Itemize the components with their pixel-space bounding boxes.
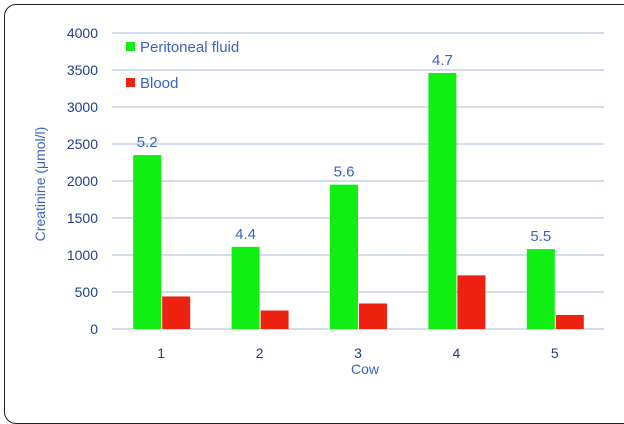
y-tick-label-2500: 2500: [67, 136, 98, 152]
ratio-label-cow-2: 4.4: [235, 226, 256, 243]
bars: [133, 72, 584, 330]
bar-peritoneal-fluid-cow-1: [133, 155, 162, 329]
y-tick-label-1000: 1000: [67, 247, 98, 263]
y-tick-label-1500: 1500: [67, 210, 98, 226]
legend-label-peritoneal-fluid: Peritoneal fluid: [140, 39, 239, 56]
ratio-label-cow-3: 5.6: [334, 164, 355, 181]
bar-blood-cow-3: [359, 303, 387, 329]
ratio-label-cow-4: 4.7: [432, 52, 453, 69]
y-tick-label-500: 500: [75, 284, 99, 300]
bar-annotations: 5.2 4.4 5.6 4.7 5.5: [137, 52, 551, 245]
y-tick-label-0: 0: [90, 321, 98, 337]
x-tick-label-1: 1: [157, 345, 165, 361]
y-axis-title: Creatinine (μmol/l): [32, 127, 48, 242]
ratio-label-cow-1: 5.2: [137, 134, 158, 151]
x-tick-label-5: 5: [551, 345, 559, 361]
bar-peritoneal-fluid-cow-3: [330, 184, 358, 329]
bar-peritoneal-fluid-cow-5: [526, 249, 555, 329]
bar-blood-cow-5: [555, 314, 584, 329]
y-tick-label-4000: 4000: [67, 25, 98, 41]
y-tick-label-3000: 3000: [67, 99, 98, 115]
x-tick-label-2: 2: [256, 345, 264, 361]
y-tick-label-2000: 2000: [67, 173, 98, 189]
chart-frame: [4, 4, 624, 424]
legend-swatch-blood: [126, 78, 135, 87]
bar-peritoneal-fluid-cow-2: [231, 246, 260, 329]
x-tick-label-4: 4: [453, 345, 461, 361]
legend: Peritoneal fluid Blood: [126, 39, 239, 92]
y-tick-label-3500: 3500: [67, 62, 98, 78]
legend-label-blood: Blood: [140, 75, 178, 92]
bar-peritoneal-fluid-cow-4: [428, 72, 457, 330]
x-tick-label-3: 3: [354, 345, 362, 361]
legend-swatch-peritoneal-fluid: [126, 42, 135, 51]
bar-blood-cow-2: [260, 310, 289, 329]
bar-blood-cow-4: [457, 275, 486, 329]
ratio-label-cow-5: 5.5: [530, 228, 551, 245]
x-axis-title: Cow: [351, 361, 380, 377]
bar-blood-cow-1: [162, 296, 191, 329]
y-axis-ticks: 0 500 1000 1500 2000 2500 3000 3500 4000: [67, 25, 98, 337]
x-axis-ticks: 1 2 3 4 5: [157, 345, 559, 361]
